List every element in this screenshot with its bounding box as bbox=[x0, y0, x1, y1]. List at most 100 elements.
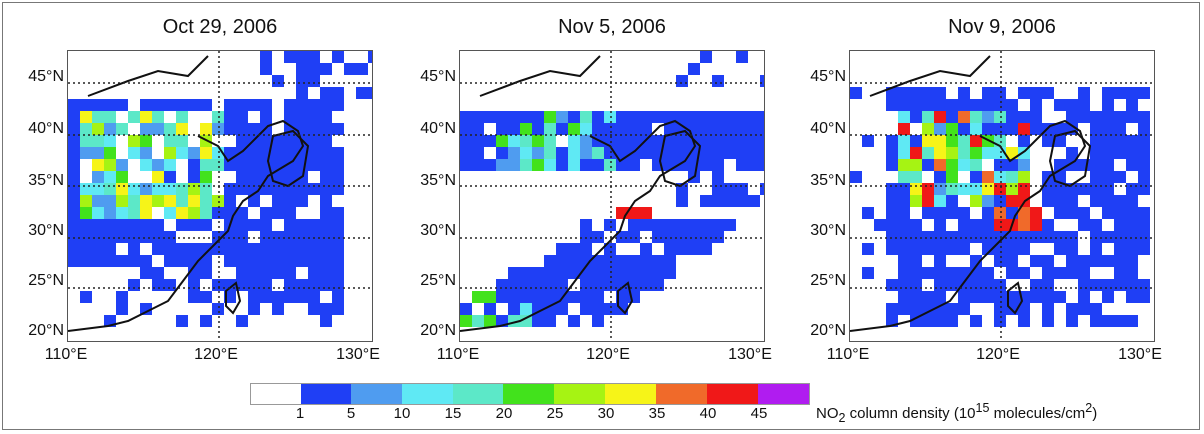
longitude-label: 130°E bbox=[728, 346, 772, 363]
density-cell bbox=[1006, 111, 1018, 123]
density-cell bbox=[1102, 279, 1114, 291]
density-cell bbox=[296, 63, 308, 75]
density-cell bbox=[152, 279, 164, 291]
density-cell bbox=[532, 291, 544, 303]
density-cell bbox=[1042, 195, 1054, 207]
density-cell bbox=[200, 267, 212, 279]
colorbar-tick-label: 45 bbox=[750, 405, 768, 422]
density-cell bbox=[320, 63, 332, 75]
density-cell bbox=[80, 111, 92, 123]
density-cell bbox=[910, 111, 922, 123]
density-cell bbox=[946, 111, 958, 123]
density-cell bbox=[140, 303, 152, 315]
density-cell bbox=[994, 231, 1006, 243]
density-cell bbox=[224, 243, 236, 255]
density-cell bbox=[1054, 171, 1066, 183]
density-cell bbox=[224, 231, 236, 243]
density-cell bbox=[910, 291, 922, 303]
density-cell bbox=[472, 159, 484, 171]
density-cell bbox=[1114, 123, 1126, 135]
density-cell bbox=[188, 291, 200, 303]
density-cell bbox=[934, 267, 946, 279]
density-cell bbox=[1042, 231, 1054, 243]
density-cell bbox=[910, 159, 922, 171]
density-cell bbox=[958, 303, 970, 315]
density-cell bbox=[1078, 255, 1090, 267]
density-cell bbox=[1114, 195, 1126, 207]
density-cell bbox=[1126, 183, 1138, 195]
colorbar-swatch bbox=[503, 384, 554, 404]
density-cell bbox=[68, 111, 80, 123]
density-cell bbox=[640, 111, 652, 123]
density-cell bbox=[898, 183, 910, 195]
density-cell bbox=[1006, 267, 1018, 279]
density-cell bbox=[200, 207, 212, 219]
density-cell bbox=[212, 195, 224, 207]
colorbar-tick-label: 1 bbox=[295, 405, 305, 422]
density-cell bbox=[1090, 303, 1102, 315]
density-cell bbox=[580, 147, 592, 159]
density-cell bbox=[934, 315, 946, 327]
density-cell bbox=[272, 195, 284, 207]
density-cell bbox=[1078, 111, 1090, 123]
density-cell bbox=[760, 147, 764, 159]
density-cell bbox=[508, 135, 520, 147]
density-cell bbox=[886, 207, 898, 219]
density-cell bbox=[1102, 123, 1114, 135]
density-cell bbox=[556, 267, 568, 279]
density-cell bbox=[520, 279, 532, 291]
density-cell bbox=[946, 183, 958, 195]
density-cell bbox=[1006, 123, 1018, 135]
density-cell bbox=[556, 279, 568, 291]
density-cell bbox=[224, 195, 236, 207]
density-cell bbox=[910, 303, 922, 315]
density-cell bbox=[862, 135, 874, 147]
density-cell bbox=[910, 147, 922, 159]
density-cell bbox=[862, 267, 874, 279]
density-cell bbox=[1042, 255, 1054, 267]
density-cell bbox=[296, 147, 308, 159]
density-cell bbox=[850, 87, 862, 99]
latitude-label: 30°N bbox=[28, 222, 64, 239]
density-cell bbox=[284, 207, 296, 219]
density-cell bbox=[1090, 147, 1102, 159]
density-cell bbox=[188, 159, 200, 171]
density-cell bbox=[80, 255, 92, 267]
density-cell bbox=[140, 207, 152, 219]
density-cell bbox=[308, 75, 320, 87]
density-cell bbox=[592, 123, 604, 135]
panel-title: Nov 9, 2006 bbox=[948, 16, 1056, 38]
density-cell bbox=[1066, 207, 1078, 219]
density-cell bbox=[628, 123, 640, 135]
density-cell bbox=[664, 255, 676, 267]
density-cell bbox=[332, 279, 344, 291]
density-cell bbox=[1102, 159, 1114, 171]
density-cell bbox=[580, 279, 592, 291]
density-cell bbox=[284, 231, 296, 243]
colorbar-tick-label: 35 bbox=[648, 405, 666, 422]
density-cell bbox=[460, 147, 472, 159]
density-cell bbox=[628, 207, 640, 219]
density-cell bbox=[970, 183, 982, 195]
density-cell bbox=[1126, 147, 1138, 159]
density-cell bbox=[886, 303, 898, 315]
density-cell bbox=[1018, 135, 1030, 147]
density-cell bbox=[1018, 159, 1030, 171]
density-cell bbox=[296, 111, 308, 123]
density-cell bbox=[910, 219, 922, 231]
density-cell bbox=[68, 243, 80, 255]
colorbar-tick-label: 15 bbox=[444, 405, 462, 422]
density-cell bbox=[760, 159, 764, 171]
density-cell bbox=[982, 123, 994, 135]
density-cell bbox=[946, 267, 958, 279]
latitude-label: 45°N bbox=[810, 68, 846, 85]
density-cell bbox=[1030, 219, 1042, 231]
density-cell bbox=[356, 63, 368, 75]
longitude-label: 120°E bbox=[586, 346, 630, 363]
density-cell bbox=[994, 207, 1006, 219]
density-cell bbox=[1054, 99, 1066, 111]
density-cell bbox=[958, 111, 970, 123]
density-cell bbox=[676, 147, 688, 159]
density-cell bbox=[332, 243, 344, 255]
density-cell bbox=[188, 207, 200, 219]
